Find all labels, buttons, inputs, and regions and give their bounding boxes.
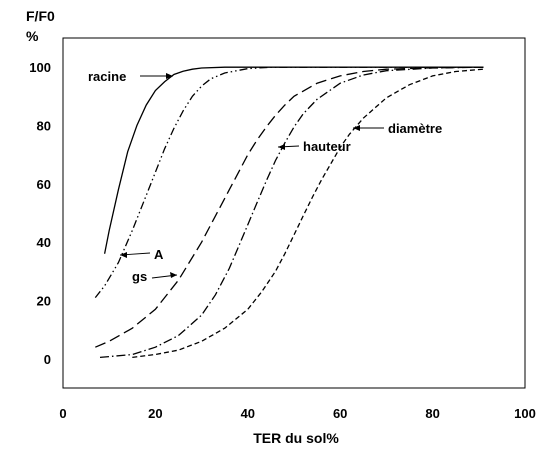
y-axis-unit: % <box>26 28 39 44</box>
y-tick-label: 60 <box>37 177 51 192</box>
y-tick-label: 100 <box>29 60 51 75</box>
annotation-A: A <box>119 247 164 262</box>
y-tick-label: 20 <box>37 294 51 309</box>
annotation-label-gs: gs <box>132 269 147 284</box>
series-line-gs <box>95 66 484 348</box>
series-line-diametre <box>132 68 484 359</box>
x-tick-label: 40 <box>241 406 255 421</box>
series-lines <box>94 66 484 359</box>
x-axis-title: TER du sol% <box>253 430 339 446</box>
y-tick-label: 0 <box>44 352 51 367</box>
annotation-racine: racine <box>88 69 173 84</box>
y-axis-title: F/F0 <box>26 8 55 24</box>
annotation-arrowhead-A <box>120 252 127 258</box>
annotation-label-hauteur: hauteur <box>303 139 351 154</box>
annotation-label-A: A <box>154 247 164 262</box>
annotation-arrowhead-racine <box>166 73 173 79</box>
y-axis-ticks: 0 20 40 60 80 100 <box>29 60 51 367</box>
annotation-hauteur: hauteur <box>277 139 351 154</box>
annotation-arrowhead-hauteur <box>278 144 285 150</box>
x-axis-ticks: 0 20 40 60 80 100 <box>59 406 535 421</box>
series-line-a <box>94 66 484 299</box>
x-tick-label: 100 <box>514 406 536 421</box>
annotation-label-diametre: diamètre <box>388 121 442 136</box>
series-line-hauteur <box>99 66 484 359</box>
annotation-arrowhead-diametre <box>353 125 360 131</box>
annotation-gs: gs <box>132 269 178 284</box>
y-tick-label: 80 <box>37 119 51 134</box>
annotation-arrowhead-gs <box>170 272 177 278</box>
annotation-diametre: diamètre <box>353 121 442 136</box>
x-tick-label: 80 <box>425 406 439 421</box>
x-tick-label: 0 <box>59 406 66 421</box>
x-tick-label: 20 <box>148 406 162 421</box>
series-line-racine <box>103 66 484 254</box>
plot-frame <box>62 37 526 389</box>
y-tick-label: 40 <box>37 235 51 250</box>
x-tick-label: 60 <box>333 406 347 421</box>
annotation-label-racine: racine <box>88 69 126 84</box>
